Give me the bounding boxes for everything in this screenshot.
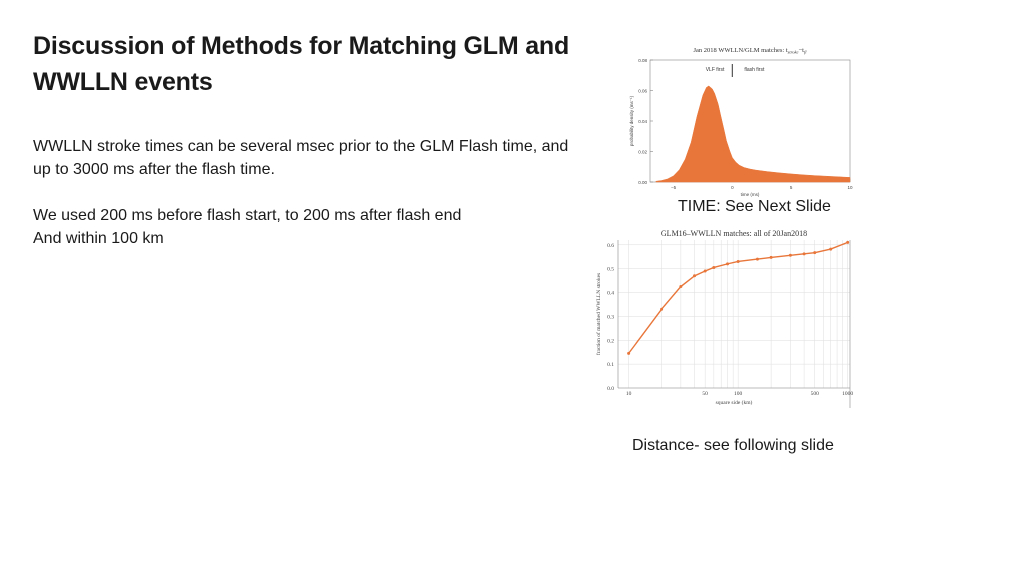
y-tick-label: 0.04 — [638, 119, 647, 124]
y-tick-label: 0.00 — [638, 180, 647, 185]
y-axis-label: fraction of matched WWLLN strokes — [595, 273, 602, 355]
x-tick-label: 5 — [790, 185, 793, 190]
data-point — [660, 307, 664, 311]
paragraph-line-1: We used 200 ms before flash start, to 20… — [33, 207, 462, 224]
data-point — [627, 351, 631, 355]
data-point — [703, 269, 707, 273]
y-tick-label: 0.3 — [607, 314, 614, 320]
paragraph-criteria: We used 200 ms before flash start, to 20… — [33, 204, 623, 250]
caption-time: TIME: See Next Slide — [678, 198, 831, 215]
data-point — [813, 251, 817, 255]
data-point — [755, 257, 759, 261]
paragraph-line-1: WWLLN stroke times can be several msec p… — [33, 138, 569, 155]
annotation-vlf-first: VLF first — [706, 67, 725, 73]
distance-line-chart: GLM16–WWLLN matches: all of 20Jan2018 0.0… — [595, 229, 853, 408]
y-tick-label: 0.06 — [638, 89, 647, 94]
chart-title: GLM16–WWLLN matches: all of 20Jan2018 — [661, 229, 807, 238]
slide-title: Discussion of Methods for Matching GLM a… — [33, 28, 623, 100]
y-tick-label: 0.0 — [607, 386, 614, 392]
x-tick-label: 10 — [847, 185, 853, 190]
y-tick-label: 0.02 — [638, 150, 647, 155]
histogram-area — [655, 85, 851, 183]
x-axis-label: square side (km) — [716, 399, 753, 406]
x-tick-label: 100 — [734, 391, 743, 397]
y-tick-label: 0.5 — [607, 267, 614, 273]
chart-title: Jan 2018 WWLLN/GLM matches: tstroke−tfl — [694, 47, 808, 55]
plot-frame — [649, 59, 851, 183]
data-point — [712, 265, 716, 269]
data-point — [788, 253, 792, 257]
paragraph-line-2: And within 100 km — [33, 230, 164, 247]
caption-distance: Distance- see following slide — [632, 437, 834, 454]
data-point — [769, 255, 773, 259]
title-subscript: stroke — [788, 50, 799, 55]
x-tick-label: 500 — [811, 391, 820, 397]
x-tick-label: 10 — [626, 391, 632, 397]
y-tick-label: 0.1 — [607, 362, 614, 368]
x-tick-label: 1000 — [842, 391, 853, 397]
data-point — [726, 262, 730, 266]
x-tick-label: 0 — [731, 185, 734, 190]
time-histogram-chart: Jan 2018 WWLLN/GLM matches: tstroke−tfl 0… — [629, 47, 853, 197]
data-point — [679, 285, 683, 289]
x-tick-label: 50 — [702, 391, 708, 397]
data-point — [693, 274, 697, 278]
title-line-2: WWLLN events — [33, 68, 213, 96]
title-part: Jan 2018 WWLLN/GLM matches: t — [694, 47, 788, 54]
data-point — [736, 259, 740, 263]
data-point — [829, 247, 833, 251]
paragraph-line-2: up to 3000 ms after the flash time. — [33, 161, 275, 178]
y-tick-label: 0.6 — [607, 243, 614, 249]
title-subscript: fl — [804, 50, 807, 55]
data-point — [802, 252, 806, 256]
y-tick-label: 0.4 — [607, 291, 614, 297]
x-tick-label: −5 — [671, 185, 677, 190]
title-line-1: Discussion of Methods for Matching GLM a… — [33, 32, 570, 60]
paragraph-time-window: WWLLN stroke times can be several msec p… — [33, 135, 623, 181]
annotation-flash-first: flash first — [744, 67, 765, 73]
title-part: −t — [798, 47, 804, 54]
y-axis-label: probability density (ms⁻¹) — [629, 95, 634, 146]
y-tick-label: 0.2 — [607, 338, 614, 344]
data-point — [846, 240, 850, 244]
y-tick-label: 0.08 — [638, 58, 647, 63]
x-axis-label: time (ms) — [741, 192, 760, 197]
